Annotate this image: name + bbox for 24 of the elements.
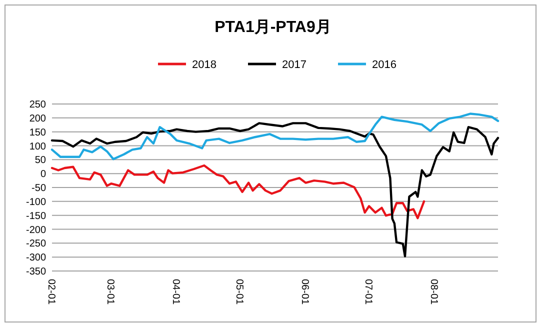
y-tick-label: 50 (34, 155, 46, 166)
x-tick-label: 08-01 (428, 279, 440, 306)
y-tick-label: -350 (26, 266, 46, 278)
y-tick-label: 0 (40, 169, 46, 180)
chart-title: PTA1月-PTA9月 (214, 19, 332, 36)
x-tick-label: 04-01 (170, 279, 182, 306)
y-tick-label: 150 (29, 127, 46, 138)
y-tick-label: 100 (29, 141, 46, 152)
x-tick-label: 06-01 (299, 279, 310, 306)
y-tick-label: -300 (26, 252, 46, 264)
legend-label: 2017 (282, 59, 306, 71)
x-tick-label: 03-01 (104, 279, 116, 306)
legend-label: 2018 (192, 59, 216, 71)
y-tick-label: -150 (26, 210, 46, 222)
y-tick-label: 250 (29, 100, 46, 110)
y-tick-label: 200 (29, 113, 46, 124)
x-tick-label: 05-01 (234, 279, 245, 306)
y-tick-label: -50 (32, 183, 46, 194)
legend-label: 2016 (372, 59, 396, 71)
x-tick-label: 02-01 (46, 279, 56, 306)
x-tick-label: 07-01 (362, 279, 374, 306)
y-tick-label: -250 (26, 238, 46, 250)
y-tick-label: -100 (26, 196, 46, 208)
y-tick-label: -200 (26, 224, 46, 236)
